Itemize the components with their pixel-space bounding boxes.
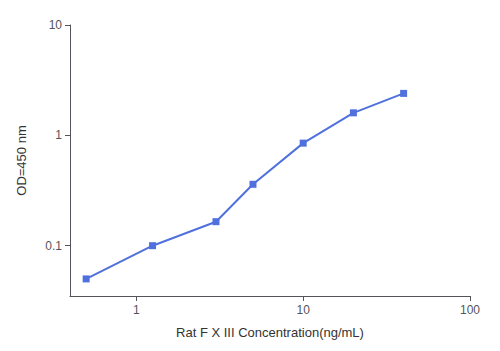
svg-text:100: 100 (460, 303, 480, 317)
svg-text:10: 10 (49, 18, 63, 32)
svg-text:0.1: 0.1 (45, 239, 62, 253)
svg-text:1: 1 (133, 303, 140, 317)
svg-text:Rat F X III Concentration(ng/m: Rat F X III Concentration(ng/mL) (176, 325, 364, 340)
svg-text:1: 1 (55, 128, 62, 142)
svg-text:OD=450 nm: OD=450 nm (14, 125, 29, 195)
svg-text:10: 10 (297, 303, 311, 317)
